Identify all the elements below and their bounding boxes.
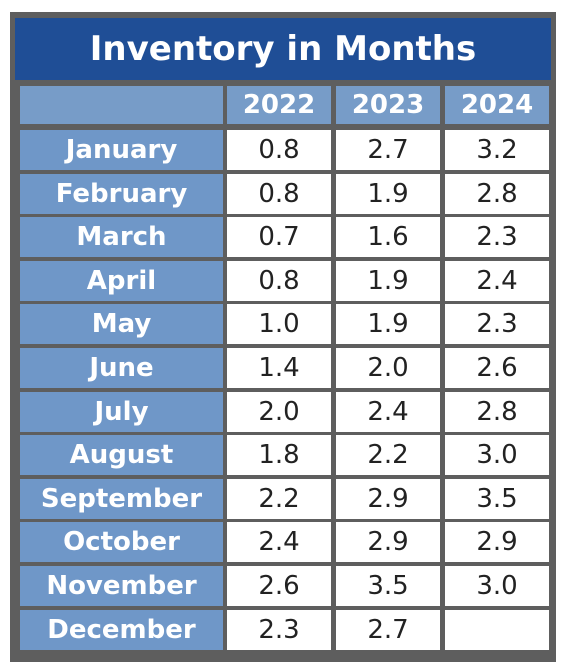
value-cell: 2.9 (336, 522, 440, 562)
column-header-2024: 2024 (445, 86, 549, 124)
value-cell: 0.8 (227, 174, 331, 214)
value-cell: 2.2 (227, 479, 331, 519)
month-label-october: October (20, 522, 223, 562)
value-cell: 3.0 (445, 435, 549, 475)
value-cell: 2.2 (336, 435, 440, 475)
month-label-january: January (20, 130, 223, 170)
value-cell: 2.4 (227, 522, 331, 562)
value-cell: 3.0 (445, 566, 549, 606)
value-cell: 2.7 (336, 130, 440, 170)
month-label-november: November (20, 566, 223, 606)
value-cell: 2.6 (445, 348, 549, 388)
month-label-may: May (20, 304, 223, 344)
value-cell: 3.5 (336, 566, 440, 606)
value-cell: 1.9 (336, 174, 440, 214)
month-label-april: April (20, 261, 223, 301)
month-label-march: March (20, 217, 223, 257)
value-cell: 0.8 (227, 261, 331, 301)
value-cell: 3.2 (445, 130, 549, 170)
value-cell: 1.8 (227, 435, 331, 475)
value-cell: 2.7 (336, 610, 440, 650)
value-cell: 2.6 (227, 566, 331, 606)
value-cell: 2.3 (445, 217, 549, 257)
value-cell: 2.3 (445, 304, 549, 344)
value-cell: 0.8 (227, 130, 331, 170)
value-cell: 2.4 (336, 392, 440, 432)
month-label-july: July (20, 392, 223, 432)
value-cell: 2.8 (445, 392, 549, 432)
value-cell: 1.4 (227, 348, 331, 388)
value-cell: 0.7 (227, 217, 331, 257)
value-cell: 2.9 (336, 479, 440, 519)
value-cell: 3.5 (445, 479, 549, 519)
month-label-august: August (20, 435, 223, 475)
value-cell (445, 610, 549, 650)
value-cell: 1.0 (227, 304, 331, 344)
month-label-december: December (20, 610, 223, 650)
value-cell: 2.8 (445, 174, 549, 214)
column-header-2022: 2022 (227, 86, 331, 124)
month-label-february: February (20, 174, 223, 214)
month-label-september: September (20, 479, 223, 519)
value-cell: 2.3 (227, 610, 331, 650)
value-cell: 1.9 (336, 304, 440, 344)
column-header-2023: 2023 (336, 86, 440, 124)
value-cell: 2.9 (445, 522, 549, 562)
value-cell: 1.9 (336, 261, 440, 301)
value-cell: 2.0 (227, 392, 331, 432)
value-cell: 1.6 (336, 217, 440, 257)
header-corner-cell (20, 86, 223, 124)
value-cell: 2.0 (336, 348, 440, 388)
month-label-june: June (20, 348, 223, 388)
value-cell: 2.4 (445, 261, 549, 301)
table-title: Inventory in Months (15, 18, 551, 80)
